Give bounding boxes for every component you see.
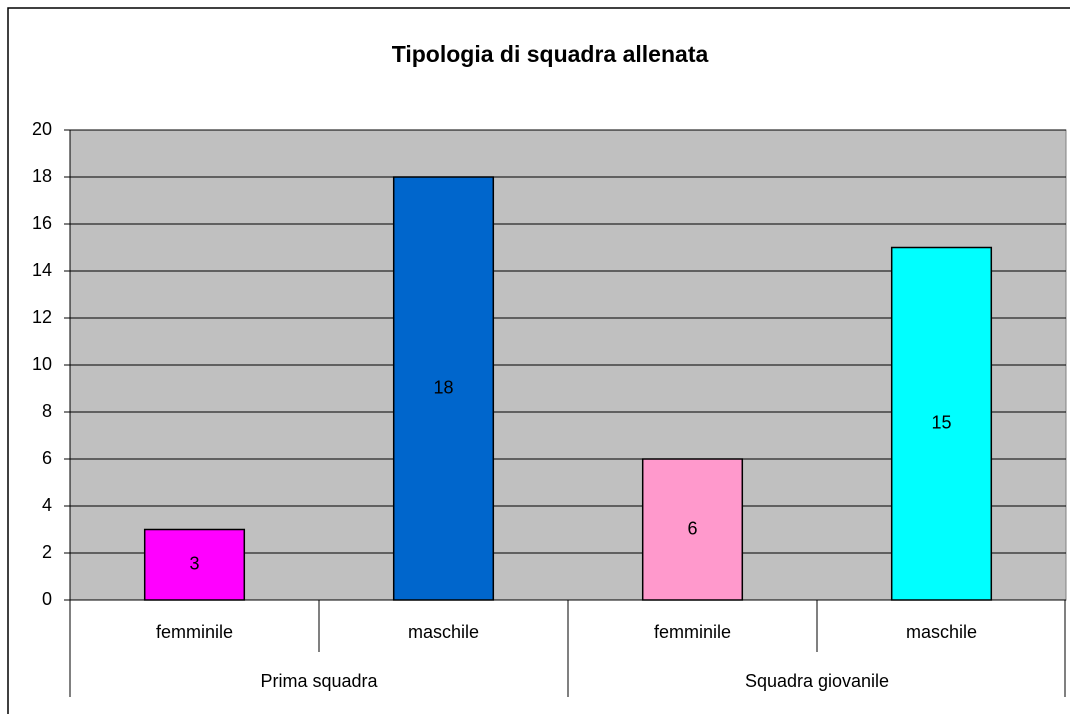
y-tick-label: 6 — [42, 448, 52, 468]
y-tick-label: 12 — [32, 307, 52, 327]
y-tick-label: 4 — [42, 495, 52, 515]
y-tick-label: 0 — [42, 589, 52, 609]
bar — [392, 176, 495, 601]
y-tick-label: 8 — [42, 401, 52, 421]
data-label: 18 — [433, 377, 453, 397]
group-label: Prima squadra — [260, 671, 378, 691]
data-label: 6 — [687, 518, 697, 538]
y-tick-label: 10 — [32, 354, 52, 374]
bar — [890, 246, 993, 601]
x-tick-label: femminile — [156, 622, 233, 642]
x-tick-label: maschile — [408, 622, 479, 642]
y-tick-label: 2 — [42, 542, 52, 562]
y-tick-label: 20 — [32, 119, 52, 139]
group-label: Squadra giovanile — [745, 671, 889, 691]
data-label: 15 — [931, 413, 951, 433]
chart-title: Tipologia di squadra allenata — [392, 41, 709, 67]
bar — [143, 528, 246, 601]
x-tick-label: femminile — [654, 622, 731, 642]
data-label: 3 — [189, 554, 199, 574]
bar — [641, 458, 744, 601]
y-tick-label: 16 — [32, 213, 52, 233]
y-tick-label: 18 — [32, 166, 52, 186]
y-tick-label: 14 — [32, 260, 52, 280]
x-tick-label: maschile — [906, 622, 977, 642]
